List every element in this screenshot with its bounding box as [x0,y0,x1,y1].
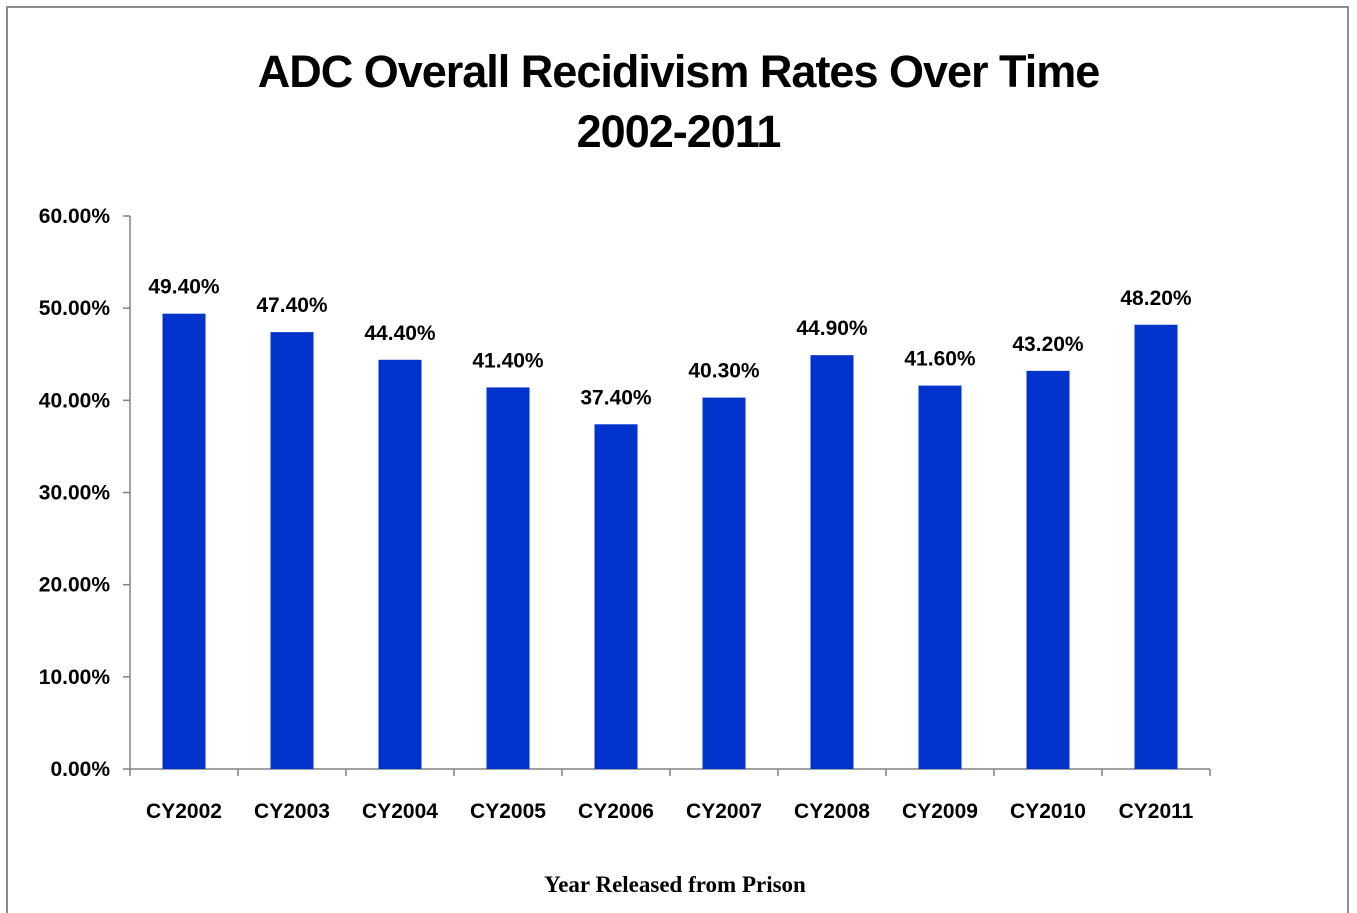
y-tick-label: 60.00% [39,205,111,228]
x-tick-label: CY2004 [362,800,438,823]
data-label: 40.30% [688,360,760,383]
chart-title-line-2: 2002-2011 [576,106,782,157]
x-tick-label: CY2009 [902,800,978,823]
data-label: 48.20% [1120,287,1192,310]
bar [162,313,206,769]
data-label: 47.40% [256,294,328,317]
bar [1026,370,1070,769]
data-label: 44.40% [364,322,436,345]
bar [702,397,746,769]
x-tick-label: CY2008 [794,800,870,823]
chart-title-line-1: ADC Overall Recidivism Rates Over Time [257,46,1101,97]
bar [1134,324,1178,769]
y-tick-label: 0.00% [50,758,110,781]
x-tick-label: CY2011 [1119,800,1194,823]
y-tick-label: 30.00% [39,482,111,505]
x-tick-label: CY2006 [578,800,654,823]
bar [270,332,314,769]
y-tick-label: 10.00% [39,666,111,689]
y-tick-label: 40.00% [39,389,111,412]
y-tick-label: 20.00% [39,574,111,597]
bar [594,424,638,769]
x-tick-label: CY2005 [470,800,546,823]
data-label: 37.40% [580,386,652,409]
bar [378,359,422,769]
bar [918,385,962,769]
chart-frame [6,6,1349,913]
data-label: 43.20% [1012,333,1084,356]
data-label: 41.60% [904,348,976,371]
x-tick-label: CY2002 [146,800,222,823]
y-tick-label: 50.00% [39,297,111,320]
x-tick-label: CY2003 [254,800,330,823]
x-tick-label: CY2010 [1010,800,1086,823]
x-tick-label: CY2007 [686,800,762,823]
x-axis-label: Year Released from Prison [544,872,806,897]
chart-title: ADC Overall Recidivism Rates Over Time 2… [0,42,1357,162]
bar [810,355,854,769]
data-label: 44.90% [796,317,868,340]
bar [486,387,530,769]
data-label: 49.40% [148,276,220,299]
data-label: 41.40% [472,349,544,372]
